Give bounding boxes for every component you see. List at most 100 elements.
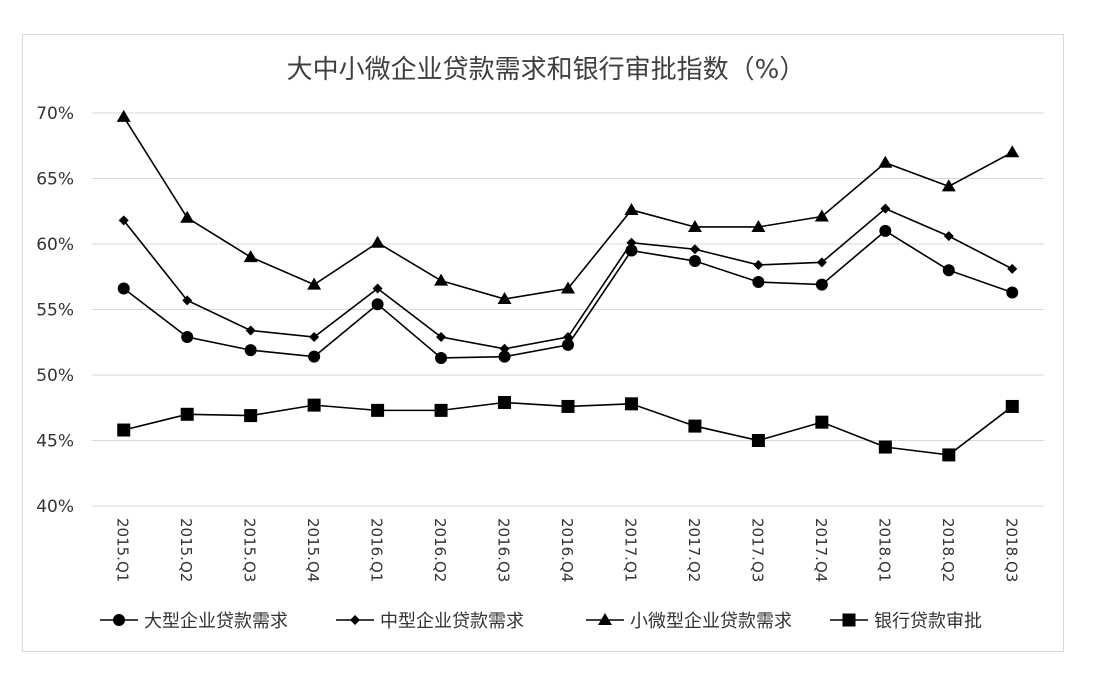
legend-item: 大型企业贷款需求 — [100, 611, 288, 632]
data-point-circle — [498, 350, 511, 363]
x-tick-label: 2015.Q4 — [304, 518, 322, 582]
data-point-triangle — [243, 250, 258, 263]
series-2 — [118, 203, 1018, 354]
data-point-triangle — [598, 613, 612, 625]
x-tick-label: 2015.Q3 — [241, 518, 259, 582]
data-point-square — [1005, 399, 1019, 413]
data-point-circle — [435, 351, 448, 364]
data-point-square — [751, 434, 765, 447]
legend: 大型企业贷款需求 中型企业贷款需求 小微型企业贷款需求 银行贷款审批 — [100, 611, 982, 632]
data-point-triangle — [1005, 145, 1020, 158]
data-point-circle — [117, 282, 130, 295]
data-point-diamond — [118, 215, 129, 226]
data-point-circle — [815, 278, 828, 291]
legend-item: 小微型企业贷款需求 — [586, 611, 792, 632]
series-lines — [116, 109, 1020, 462]
y-tick-label: 45% — [36, 432, 74, 452]
data-point-triangle — [941, 179, 956, 192]
x-tick-label: 2018.Q1 — [875, 518, 893, 582]
data-point-square — [942, 448, 956, 462]
y-tick-label: 65% — [36, 170, 74, 190]
data-point-diamond — [245, 325, 256, 336]
legend-label: 大型企业贷款需求 — [144, 611, 288, 632]
data-point-triangle — [814, 209, 829, 222]
gridlines — [92, 112, 1044, 507]
data-point-square — [307, 398, 321, 412]
data-point-triangle — [687, 219, 702, 232]
legend-label: 银行贷款审批 — [874, 611, 982, 632]
data-point-diamond — [880, 203, 891, 214]
x-tick-label: 2016.Q2 — [431, 518, 449, 582]
x-tick-label: 2015.Q1 — [114, 518, 132, 582]
data-point-diamond — [1007, 263, 1018, 274]
data-point-triangle — [561, 281, 575, 294]
y-tick-label: 60% — [36, 235, 74, 255]
data-point-diamond — [753, 259, 764, 270]
data-point-triangle — [497, 292, 512, 305]
data-point-diamond — [436, 332, 447, 343]
data-point-triangle — [116, 109, 131, 122]
data-point-triangle — [180, 210, 195, 223]
x-tick-label: 2016.Q1 — [368, 518, 386, 582]
data-point-square — [815, 415, 829, 429]
data-point-triangle — [878, 155, 893, 168]
x-tick-label: 2015.Q2 — [177, 518, 195, 582]
y-tick-label: 55% — [36, 301, 74, 321]
legend-item: 中型企业贷款需求 — [336, 611, 524, 632]
data-point-square — [180, 407, 194, 421]
chart-title: 大中小微企业贷款需求和银行审批指数（%） — [287, 55, 806, 85]
data-point-triangle — [751, 219, 766, 232]
x-tick-label: 2016.Q4 — [558, 518, 576, 582]
data-point-diamond — [943, 231, 954, 242]
series-line — [123, 116, 1013, 300]
data-point-square — [561, 399, 575, 413]
data-point-square — [244, 409, 258, 423]
x-tick-label: 2017.Q2 — [685, 518, 703, 582]
data-point-square — [688, 419, 702, 433]
x-axis-ticks: 2015.Q1 2015.Q2 2015.Q3 2015.Q4 2016.Q1 2016.… — [114, 518, 1021, 582]
x-tick-label: 2017.Q4 — [812, 518, 830, 582]
x-tick-label: 2016.Q3 — [495, 518, 513, 582]
data-point-circle — [562, 338, 574, 351]
series-3 — [116, 109, 1020, 305]
data-point-circle — [181, 331, 194, 344]
data-point-diamond — [350, 615, 360, 625]
data-point-triangle — [624, 202, 639, 215]
data-point-diamond — [816, 257, 827, 268]
data-point-diamond — [372, 283, 383, 294]
data-point-square — [878, 440, 892, 454]
data-point-circle — [752, 275, 765, 288]
y-tick-label: 40% — [36, 497, 74, 517]
y-axis-ticks: 40% 45% 50% 55% 60% 65% 70% — [36, 104, 74, 517]
y-tick-label: 70% — [36, 104, 74, 124]
data-point-square — [498, 396, 512, 410]
data-point-circle — [113, 614, 125, 626]
data-point-diamond — [182, 295, 193, 306]
data-point-circle — [688, 255, 701, 268]
y-tick-label: 50% — [36, 366, 74, 386]
data-point-diamond — [563, 332, 573, 343]
x-tick-label: 2017.Q3 — [748, 518, 766, 582]
legend-label: 小微型企业贷款需求 — [630, 611, 792, 632]
data-point-diamond — [689, 244, 700, 255]
data-point-triangle — [370, 235, 385, 248]
data-point-circle — [244, 344, 257, 357]
data-point-diamond — [626, 237, 637, 248]
data-point-square — [371, 403, 385, 417]
data-point-circle — [879, 224, 892, 237]
series-1 — [117, 224, 1019, 364]
data-point-circle — [942, 264, 955, 277]
data-point-square — [117, 423, 131, 437]
series-4 — [117, 396, 1019, 462]
x-tick-label: 2018.Q3 — [1002, 518, 1020, 582]
data-point-circle — [371, 298, 384, 311]
data-point-circle — [1006, 286, 1019, 299]
data-point-diamond — [499, 343, 510, 354]
legend-label: 中型企业贷款需求 — [380, 611, 524, 632]
data-point-square — [624, 397, 638, 411]
x-tick-label: 2017.Q1 — [621, 518, 639, 582]
chart-frame — [22, 34, 1064, 652]
data-point-triangle — [307, 277, 322, 290]
x-tick-label: 2018.Q2 — [939, 518, 957, 582]
